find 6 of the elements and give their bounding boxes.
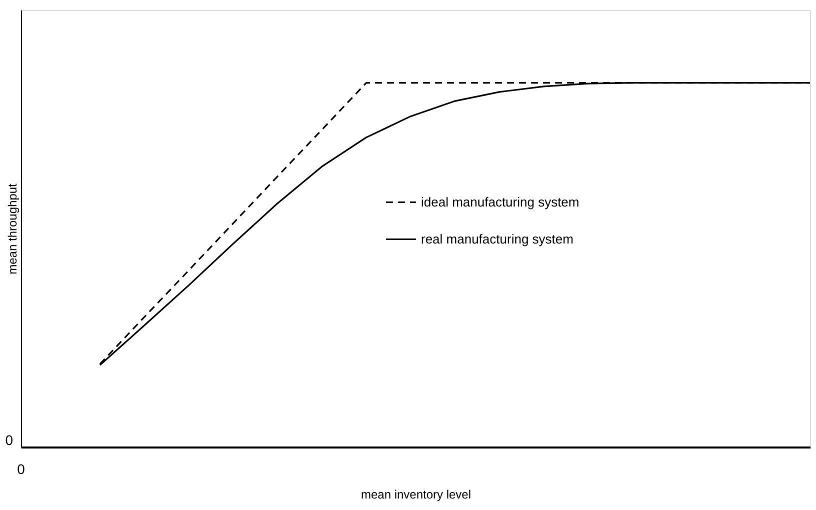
text: 0	[5, 432, 14, 448]
legend-label: ideal manufacturing system	[421, 194, 580, 210]
text: 0	[17, 461, 26, 477]
legend-label: real manufacturing system	[421, 231, 574, 246]
y-axis-title: mean throughput	[6, 182, 20, 274]
x-axis-title: mean inventory level	[360, 488, 472, 502]
